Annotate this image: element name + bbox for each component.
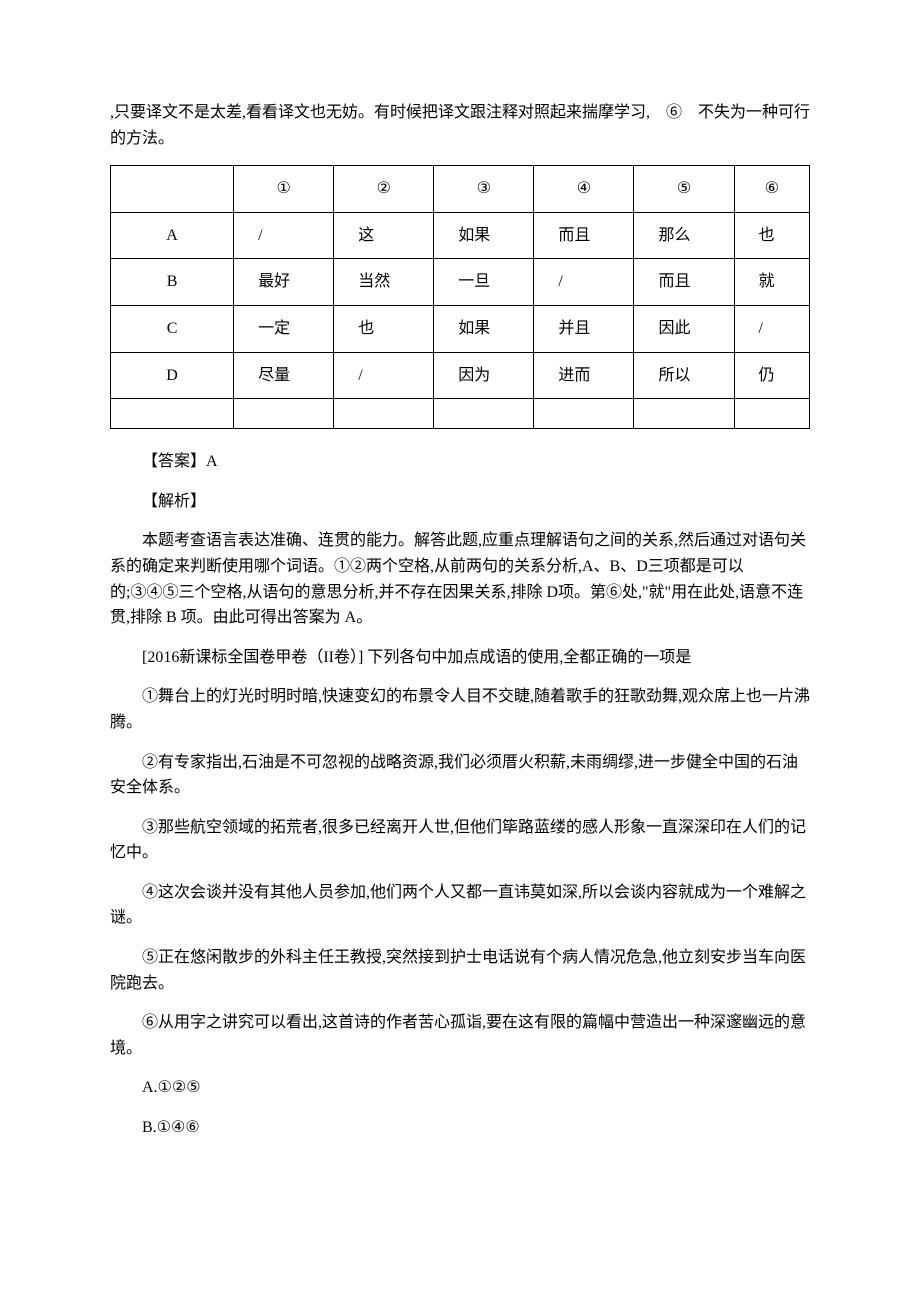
empty-cell — [734, 399, 809, 429]
row-a-cell-5: 那么 — [634, 212, 734, 259]
empty-cell — [534, 399, 634, 429]
row-b-cell-6: 就 — [734, 259, 809, 306]
item-1-paragraph: ①舞台上的灯光时明时暗,快速变幻的布景令人目不交睫,随着歌手的狂歌劲舞,观众席上… — [110, 684, 810, 735]
table-row-a: A / 这 如果 而且 那么 也 — [111, 212, 810, 259]
intro-text: ,只要译文不是太差,看看译文也无妨。有时候把译文跟注释对照起来揣摩学习, ⑥ 不… — [110, 104, 810, 147]
row-c-cell-4: 并且 — [534, 305, 634, 352]
option-b: B.①④⑥ — [142, 1119, 200, 1136]
question-source: [2016新课标全国卷甲卷（II卷）] 下列各句中加点成语的使用,全都正确的一项… — [142, 649, 691, 666]
analysis-label-paragraph: 【解析】 — [110, 489, 810, 515]
item-2-paragraph: ②有专家指出,石油是不可忽视的战略资源,我们必须厝火积薪,未雨绸缪,进一步健全中… — [110, 750, 810, 801]
row-d-cell-3: 因为 — [434, 352, 534, 399]
row-b-label: B — [111, 259, 234, 306]
row-a-cell-1: / — [234, 212, 334, 259]
item-4: ④这次会谈并没有其他人员参加,他们两个人又都一直讳莫如深,所以会谈内容就成为一个… — [110, 884, 806, 927]
item-1: ①舞台上的灯光时明时暗,快速变幻的布景令人目不交睫,随着歌手的狂歌劲舞,观众席上… — [110, 688, 810, 731]
empty-cell — [434, 399, 534, 429]
row-a-cell-6: 也 — [734, 212, 809, 259]
table-row-b: B 最好 当然 一旦 / 而且 就 — [111, 259, 810, 306]
header-empty — [111, 166, 234, 213]
header-4: ④ — [534, 166, 634, 213]
empty-cell — [634, 399, 734, 429]
row-a-cell-2: 这 — [334, 212, 434, 259]
header-2: ② — [334, 166, 434, 213]
empty-cell — [334, 399, 434, 429]
item-4-paragraph: ④这次会谈并没有其他人员参加,他们两个人又都一直讳莫如深,所以会谈内容就成为一个… — [110, 880, 810, 931]
option-a: A.①②⑤ — [142, 1079, 201, 1096]
table-empty-row — [111, 399, 810, 429]
row-c-cell-1: 一定 — [234, 305, 334, 352]
row-d-cell-1: 尽量 — [234, 352, 334, 399]
table-header-row: ① ② ③ ④ ⑤ ⑥ — [111, 166, 810, 213]
row-b-cell-5: 而且 — [634, 259, 734, 306]
item-5: ⑤正在悠闲散步的外科主任王教授,突然接到护士电话说有个病人情况危急,他立刻安步当… — [110, 949, 806, 992]
item-3: ③那些航空领域的拓荒者,很多已经离开人世,但他们筚路蓝缕的感人形象一直深深印在人… — [110, 819, 806, 862]
answer-paragraph: 【答案】A — [110, 449, 810, 475]
row-b-cell-4: / — [534, 259, 634, 306]
row-d-cell-6: 仍 — [734, 352, 809, 399]
item-3-paragraph: ③那些航空领域的拓荒者,很多已经离开人世,但他们筚路蓝缕的感人形象一直深深印在人… — [110, 815, 810, 866]
analysis-text: 本题考查语言表达准确、连贯的能力。解答此题,应重点理解语句之间的关系,然后通过对… — [110, 532, 806, 626]
analysis-label: 【解析】 — [142, 493, 206, 510]
row-c-cell-5: 因此 — [634, 305, 734, 352]
empty-cell — [234, 399, 334, 429]
header-3: ③ — [434, 166, 534, 213]
intro-paragraph: ,只要译文不是太差,看看译文也无妨。有时候把译文跟注释对照起来揣摩学习, ⑥ 不… — [110, 100, 810, 151]
item-5-paragraph: ⑤正在悠闲散步的外科主任王教授,突然接到护士电话说有个病人情况危急,他立刻安步当… — [110, 945, 810, 996]
row-a-cell-3: 如果 — [434, 212, 534, 259]
table-row-c: C 一定 也 如果 并且 因此 / — [111, 305, 810, 352]
row-c-cell-2: 也 — [334, 305, 434, 352]
answer-label: 【答案】A — [142, 453, 218, 470]
row-d-cell-2: / — [334, 352, 434, 399]
row-b-cell-3: 一旦 — [434, 259, 534, 306]
header-5: ⑤ — [634, 166, 734, 213]
row-d-label: D — [111, 352, 234, 399]
item-6-paragraph: ⑥从用字之讲究可以看出,这首诗的作者苦心孤诣,要在这有限的篇幅中营造出一种深邃幽… — [110, 1010, 810, 1061]
empty-cell — [111, 399, 234, 429]
question-source-paragraph: [2016新课标全国卷甲卷（II卷）] 下列各句中加点成语的使用,全都正确的一项… — [110, 645, 810, 671]
analysis-text-paragraph: 本题考查语言表达准确、连贯的能力。解答此题,应重点理解语句之间的关系,然后通过对… — [110, 528, 810, 630]
row-a-label: A — [111, 212, 234, 259]
row-d-cell-4: 进而 — [534, 352, 634, 399]
row-a-cell-4: 而且 — [534, 212, 634, 259]
row-b-cell-2: 当然 — [334, 259, 434, 306]
answer-table: ① ② ③ ④ ⑤ ⑥ A / 这 如果 而且 那么 也 B 最好 当然 一旦 … — [110, 165, 810, 429]
row-c-label: C — [111, 305, 234, 352]
option-b-paragraph: B.①④⑥ — [110, 1115, 810, 1141]
item-6: ⑥从用字之讲究可以看出,这首诗的作者苦心孤诣,要在这有限的篇幅中营造出一种深邃幽… — [110, 1014, 806, 1057]
header-1: ① — [234, 166, 334, 213]
row-c-cell-3: 如果 — [434, 305, 534, 352]
item-2: ②有专家指出,石油是不可忽视的战略资源,我们必须厝火积薪,未雨绸缪,进一步健全中… — [110, 754, 798, 797]
option-a-paragraph: A.①②⑤ — [110, 1075, 810, 1101]
header-6: ⑥ — [734, 166, 809, 213]
row-b-cell-1: 最好 — [234, 259, 334, 306]
row-c-cell-6: / — [734, 305, 809, 352]
table-row-d: D 尽量 / 因为 进而 所以 仍 — [111, 352, 810, 399]
row-d-cell-5: 所以 — [634, 352, 734, 399]
